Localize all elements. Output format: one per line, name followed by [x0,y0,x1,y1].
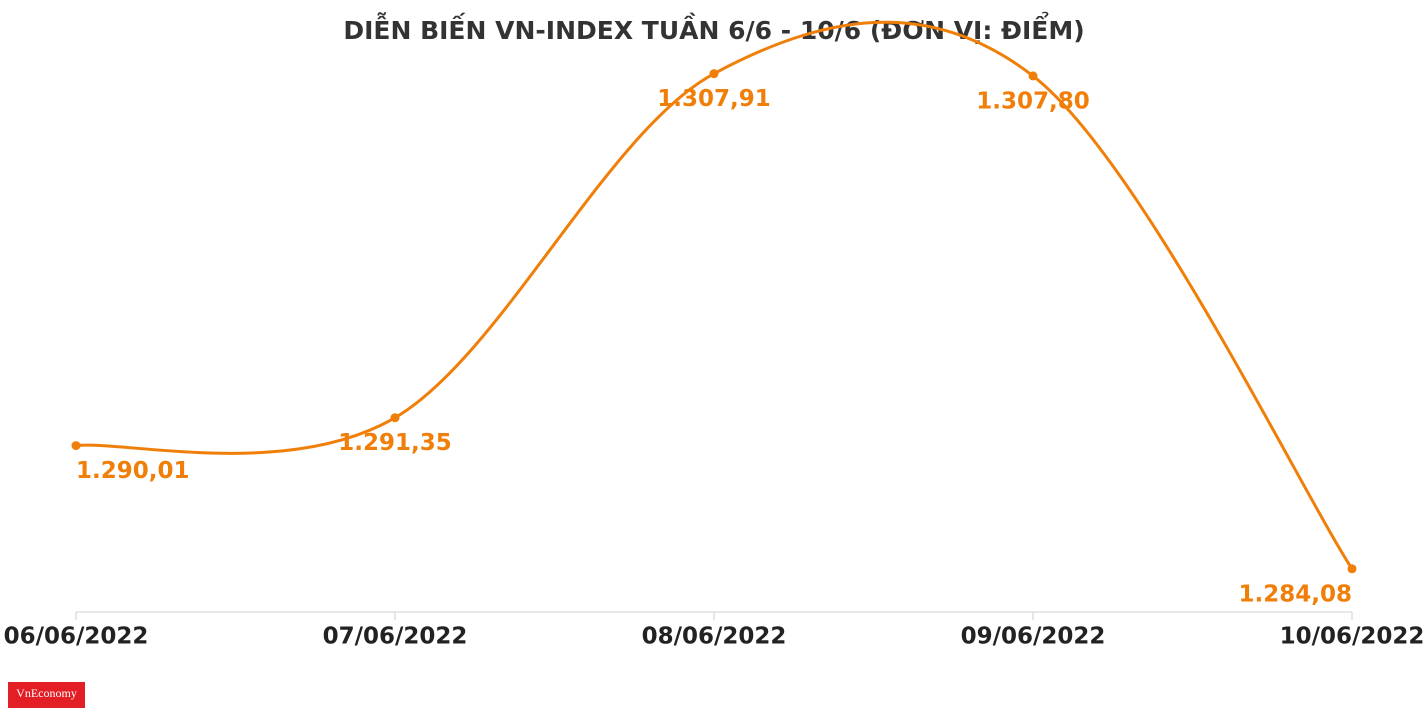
x-tick-label: 08/06/2022 [642,624,787,650]
value-label: 1.290,01 [76,458,190,484]
point [390,413,400,423]
x-tick-label: 09/06/2022 [961,624,1106,650]
x-tick-label: 10/06/2022 [1280,624,1425,650]
point [1028,71,1038,81]
value-label: 1.284,08 [1239,581,1353,607]
point [71,441,81,451]
point [1347,564,1357,574]
logo-box [8,682,85,708]
value-label: 1.307,91 [657,86,771,112]
x-tick-label: 06/06/2022 [4,624,149,650]
logo: VnEconomy [16,686,77,700]
value-label: 1.291,35 [338,430,452,456]
point [709,69,719,79]
value-label: 1.307,80 [976,88,1090,114]
x-tick-label: 07/06/2022 [323,624,468,650]
chart-title: DIỄN BIẾN VN-INDEX TUẦN 6/6 - 10/6 (ĐƠN … [343,11,1084,45]
line [75,20,1354,570]
